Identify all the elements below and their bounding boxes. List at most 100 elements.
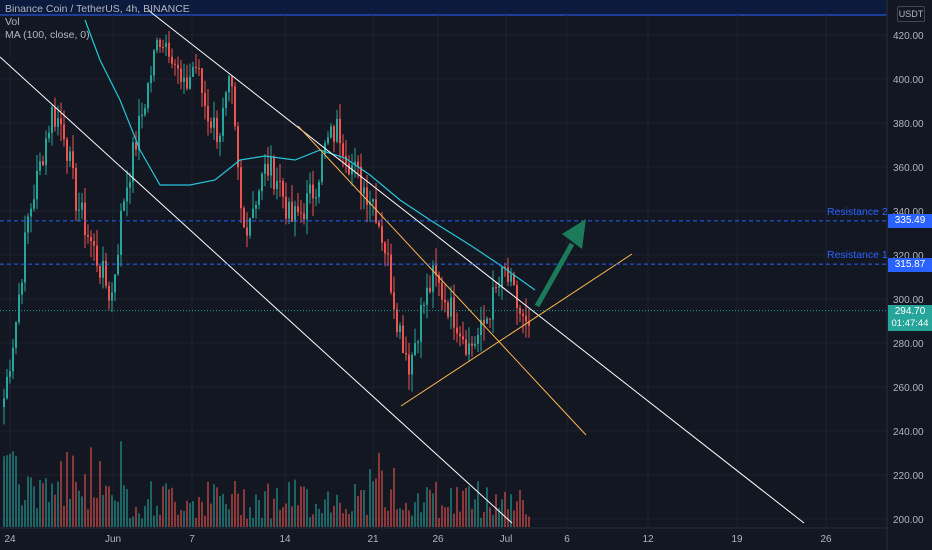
- y-tick-label: 220.00: [893, 471, 924, 482]
- volume-bar: [399, 508, 401, 527]
- volume-bar: [366, 514, 368, 527]
- ma-label[interactable]: MA (100, close, 0): [5, 29, 90, 41]
- currency-button[interactable]: USDT: [897, 6, 925, 22]
- volume-bar: [117, 501, 119, 527]
- volume-bar: [345, 509, 347, 527]
- candle-body: [213, 117, 215, 128]
- symbol-title[interactable]: Binance Coin / TetherUS, 4h, BINANCE: [5, 3, 190, 15]
- volume-bar: [234, 481, 236, 527]
- candle-body: [444, 299, 446, 303]
- volume-bar: [9, 453, 11, 527]
- x-tick-label: 12: [642, 534, 654, 545]
- x-tick-label: 21: [367, 534, 379, 545]
- volume-bar: [51, 483, 53, 527]
- candle-body: [84, 202, 86, 236]
- volume-bar: [522, 499, 524, 527]
- volume-bar: [75, 481, 77, 527]
- volume-bar: [279, 509, 281, 527]
- volume-bar: [174, 501, 176, 527]
- volume-bar: [150, 481, 152, 527]
- volume-bar: [186, 500, 188, 527]
- volume-bar: [63, 506, 65, 527]
- candle-body: [336, 118, 338, 142]
- candle-body: [402, 325, 404, 354]
- candle-body: [48, 132, 50, 139]
- volume-bar: [249, 507, 251, 527]
- candle-body: [297, 206, 299, 213]
- candle-body: [486, 318, 488, 324]
- volume-bar: [309, 517, 311, 527]
- candle-body: [288, 201, 290, 219]
- volume-bar: [273, 498, 275, 527]
- candle-body: [498, 286, 500, 288]
- volume-bar: [123, 485, 125, 527]
- candle-body: [72, 151, 74, 169]
- volume-bar: [255, 494, 257, 527]
- candle-body: [33, 199, 35, 209]
- volume-bar: [81, 496, 83, 527]
- candle-body: [63, 124, 65, 140]
- candle-body: [51, 107, 53, 133]
- volume-bar: [480, 517, 482, 527]
- volume-bar: [285, 503, 287, 527]
- candle-body: [102, 260, 104, 278]
- volume-bar: [207, 481, 209, 527]
- candle-body: [360, 166, 362, 194]
- candle-body: [24, 232, 26, 283]
- volume-bar: [153, 515, 155, 527]
- volume-bar: [315, 503, 317, 527]
- volume-bar: [144, 505, 146, 527]
- volume-label[interactable]: Vol: [5, 16, 20, 28]
- volume-bar: [456, 487, 458, 527]
- candle-body: [462, 336, 464, 340]
- candle-body: [441, 282, 443, 300]
- volume-bar: [171, 487, 173, 527]
- volume-bar: [321, 513, 323, 527]
- resistance-1-value: 315.87: [888, 258, 932, 272]
- x-tick-label: Jun: [105, 534, 121, 545]
- volume-bar: [441, 505, 443, 527]
- volume-bar: [465, 487, 467, 527]
- volume-bar: [36, 508, 38, 527]
- candle-body: [129, 182, 131, 188]
- candle-body: [504, 267, 506, 269]
- volume-bar: [48, 501, 50, 527]
- volume-bar: [213, 484, 215, 527]
- candle-body: [366, 187, 368, 205]
- candle-body: [147, 83, 149, 109]
- candle-body: [459, 333, 461, 337]
- volume-bar: [99, 461, 101, 527]
- candle-body: [522, 313, 524, 316]
- volume-bar: [294, 479, 296, 527]
- candle-body: [228, 76, 230, 93]
- volume-bar: [90, 447, 92, 527]
- volume-bar: [96, 498, 98, 527]
- candle-body: [348, 163, 350, 175]
- candle-body: [471, 343, 473, 346]
- candle-body: [453, 297, 455, 328]
- candle-body: [135, 142, 137, 150]
- candle-body: [12, 347, 14, 372]
- volume-bar: [351, 511, 353, 527]
- candle-body: [246, 227, 248, 236]
- x-tick-label: 24: [4, 534, 16, 545]
- volume-bar: [306, 489, 308, 527]
- volume-bar: [57, 481, 59, 527]
- candle-body: [321, 153, 323, 183]
- y-tick-label: 340.00: [893, 207, 924, 218]
- candle-body: [192, 66, 194, 77]
- candle-body: [309, 184, 311, 194]
- candle-body: [183, 77, 185, 82]
- resistance-1-label: Resistance 1: [827, 249, 888, 261]
- candle-body: [387, 253, 389, 255]
- candle-body: [234, 86, 236, 127]
- x-tick-label: 26: [432, 534, 444, 545]
- candle-body: [525, 315, 527, 322]
- volume-bar: [183, 510, 185, 527]
- volume-bar: [288, 482, 290, 527]
- volume-bar: [291, 506, 293, 527]
- candle-body: [126, 187, 128, 202]
- candle-body: [240, 167, 242, 209]
- candle-body: [408, 354, 410, 375]
